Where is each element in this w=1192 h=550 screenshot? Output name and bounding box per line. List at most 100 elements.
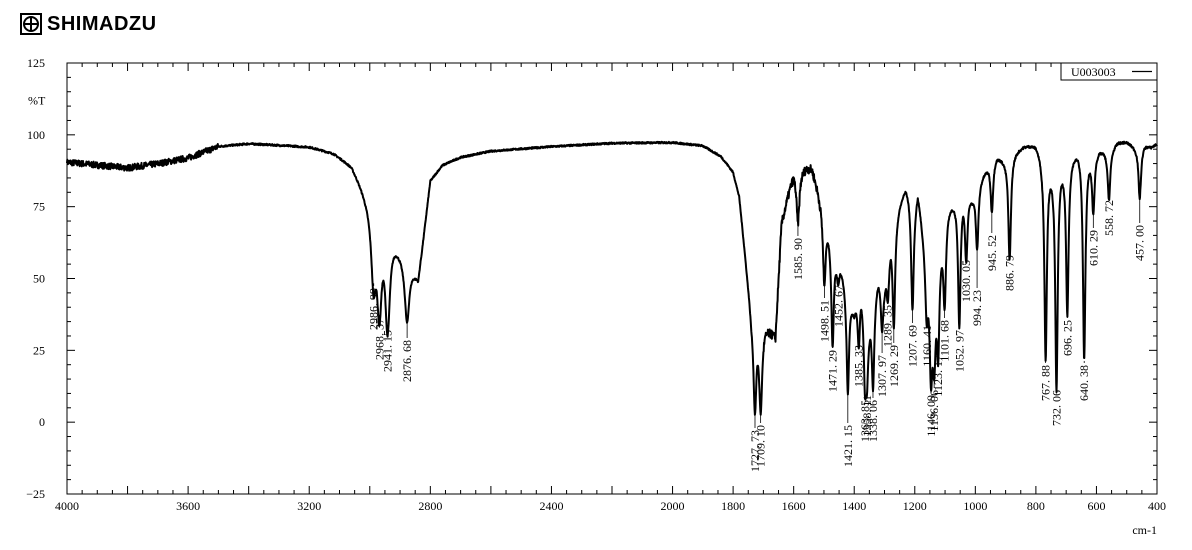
peak-label: 2876. 68 (400, 340, 414, 382)
peak-label: 732. 06 (1049, 390, 1063, 426)
y-axis-label: %T (28, 93, 46, 107)
peak-annotation: 2941. 15 (381, 328, 395, 372)
peak-annotation: 1709. 10 (754, 415, 768, 467)
y-tick-label: 50 (33, 272, 45, 286)
peak-label: 945. 52 (985, 235, 999, 271)
x-tick-label: 1000 (963, 499, 987, 513)
axis-ticks (66, 62, 1158, 495)
x-tick-label: 3600 (176, 499, 200, 513)
legend: U003003 (1060, 62, 1158, 81)
peak-label: 994. 23 (970, 290, 984, 326)
peak-label: 1289. 35 (881, 305, 895, 347)
peak-label: 1385. 33 (852, 345, 866, 387)
x-tick-label: 4000 (55, 499, 79, 513)
peak-annotation: 1585. 90 (791, 223, 805, 280)
peak-annotation: 1727. 73 (748, 415, 762, 472)
peak-annotation: 1030. 05 (959, 257, 973, 302)
peak-label: 2986. 99 (367, 288, 381, 330)
x-tick-label: 1400 (842, 499, 866, 513)
peak-label: 2968. 37 (372, 318, 386, 360)
peak-label: 1421. 15 (841, 425, 855, 467)
peak-annotation: 1207. 69 (905, 309, 919, 367)
peak-annotation: 1269. 29 (887, 326, 901, 387)
peak-label: 1307. 97 (875, 355, 889, 397)
peak-annotation: 1363. 85 (858, 389, 872, 442)
peak-annotation: 1358. 11 (860, 383, 874, 437)
peak-annotation: 1289. 35 (881, 294, 895, 347)
y-tick-label: 100 (27, 128, 45, 142)
y-tick-label: 25 (33, 343, 45, 357)
x-tick-label: 3200 (297, 499, 321, 513)
peak-label: 1030. 05 (959, 260, 973, 302)
x-tick-label: 600 (1087, 499, 1105, 513)
peak-annotation: 1385. 33 (852, 343, 866, 387)
shimadzu-logo-icon (20, 13, 42, 35)
peak-label: 457. 00 (1133, 225, 1147, 261)
y-tick-label: −25 (26, 487, 45, 501)
peak-annotation: 2986. 99 (367, 283, 381, 330)
peak-annotation: 1101. 68 (938, 303, 952, 362)
peak-label: 1269. 29 (887, 345, 901, 387)
x-tick-label: 1600 (782, 499, 806, 513)
peak-annotation: 2968. 37 (372, 314, 386, 360)
peak-label: 1452. 67 (831, 285, 845, 327)
peak-label: 1727. 73 (748, 430, 762, 472)
x-tick-label: 1800 (721, 499, 745, 513)
peak-label: 1498. 51 (817, 300, 831, 342)
peak-annotation: 732. 06 (1049, 388, 1063, 426)
x-tick-label: 2000 (661, 499, 685, 513)
peak-annotation: 1498. 51 (817, 283, 831, 342)
peak-label: 1136. 06 (927, 390, 941, 432)
axis-tick-labels: 4000 3600 3200 2800 2400 2000 1600 1200 800 400 18… (26, 56, 1166, 513)
x-tick-label: 800 (1027, 499, 1045, 513)
peak-annotation: 1146. 09 (924, 386, 938, 437)
peak-label: 696. 25 (1060, 320, 1074, 356)
peak-annotation: 1338. 06 (866, 389, 880, 442)
peak-label: 640. 38 (1077, 365, 1091, 401)
y-tick-label: 125 (27, 56, 45, 70)
y-tick-label: 0 (39, 415, 45, 429)
peak-annotation: 457. 00 (1133, 200, 1147, 261)
peak-label: 1207. 69 (905, 325, 919, 367)
peak-label: 1358. 11 (860, 395, 874, 437)
legend-sample-id: U003003 (1071, 65, 1116, 79)
peak-label: 1146. 09 (924, 395, 938, 437)
x-axis-label: cm-1 (1132, 523, 1157, 537)
peak-label: 1709. 10 (754, 425, 768, 467)
plot-frame (66, 62, 1158, 495)
peak-annotation: 2876. 68 (400, 323, 414, 382)
x-tick-label: 1200 (903, 499, 927, 513)
peak-label: 2941. 15 (381, 330, 395, 372)
peak-label: 886. 79 (1003, 255, 1017, 291)
peak-label: 767. 88 (1039, 365, 1053, 401)
peak-annotation: 1123. 17 (931, 353, 945, 397)
brand-name: SHIMADZU (47, 12, 157, 35)
legend-box (1060, 62, 1158, 81)
peak-label: 558. 72 (1102, 200, 1116, 236)
peak-annotation: 1421. 15 (841, 395, 855, 467)
peak-label: 1052. 97 (952, 330, 966, 372)
x-tick-label: 400 (1148, 499, 1166, 513)
y-tick-label: 75 (33, 200, 45, 214)
peak-annotation: 1452. 67 (831, 277, 845, 327)
peak-label: 1101. 68 (938, 320, 952, 362)
peak-annotation: 1160. 41 (920, 314, 934, 367)
peak-annotation: 1471. 29 (826, 346, 840, 392)
peak-annotation: 945. 52 (985, 211, 999, 271)
peak-label: 1338. 06 (866, 400, 880, 442)
peak-annotation: 767. 88 (1039, 360, 1053, 401)
peak-annotation: 994. 23 (970, 248, 984, 326)
peak-annotation: 610. 29 (1086, 211, 1100, 266)
peak-label: 1363. 85 (858, 400, 872, 442)
peak-label: 1123. 17 (931, 355, 945, 397)
brand-logo: SHIMADZU (20, 12, 157, 36)
peak-annotation: 1307. 97 (875, 329, 889, 397)
x-tick-label: 2800 (418, 499, 442, 513)
peak-label: 1471. 29 (826, 350, 840, 392)
peak-label: 610. 29 (1086, 230, 1100, 266)
series-line-spectrum (66, 140, 1158, 416)
peak-annotation: 886. 79 (1003, 253, 1017, 291)
peak-label: 1585. 90 (791, 238, 805, 280)
